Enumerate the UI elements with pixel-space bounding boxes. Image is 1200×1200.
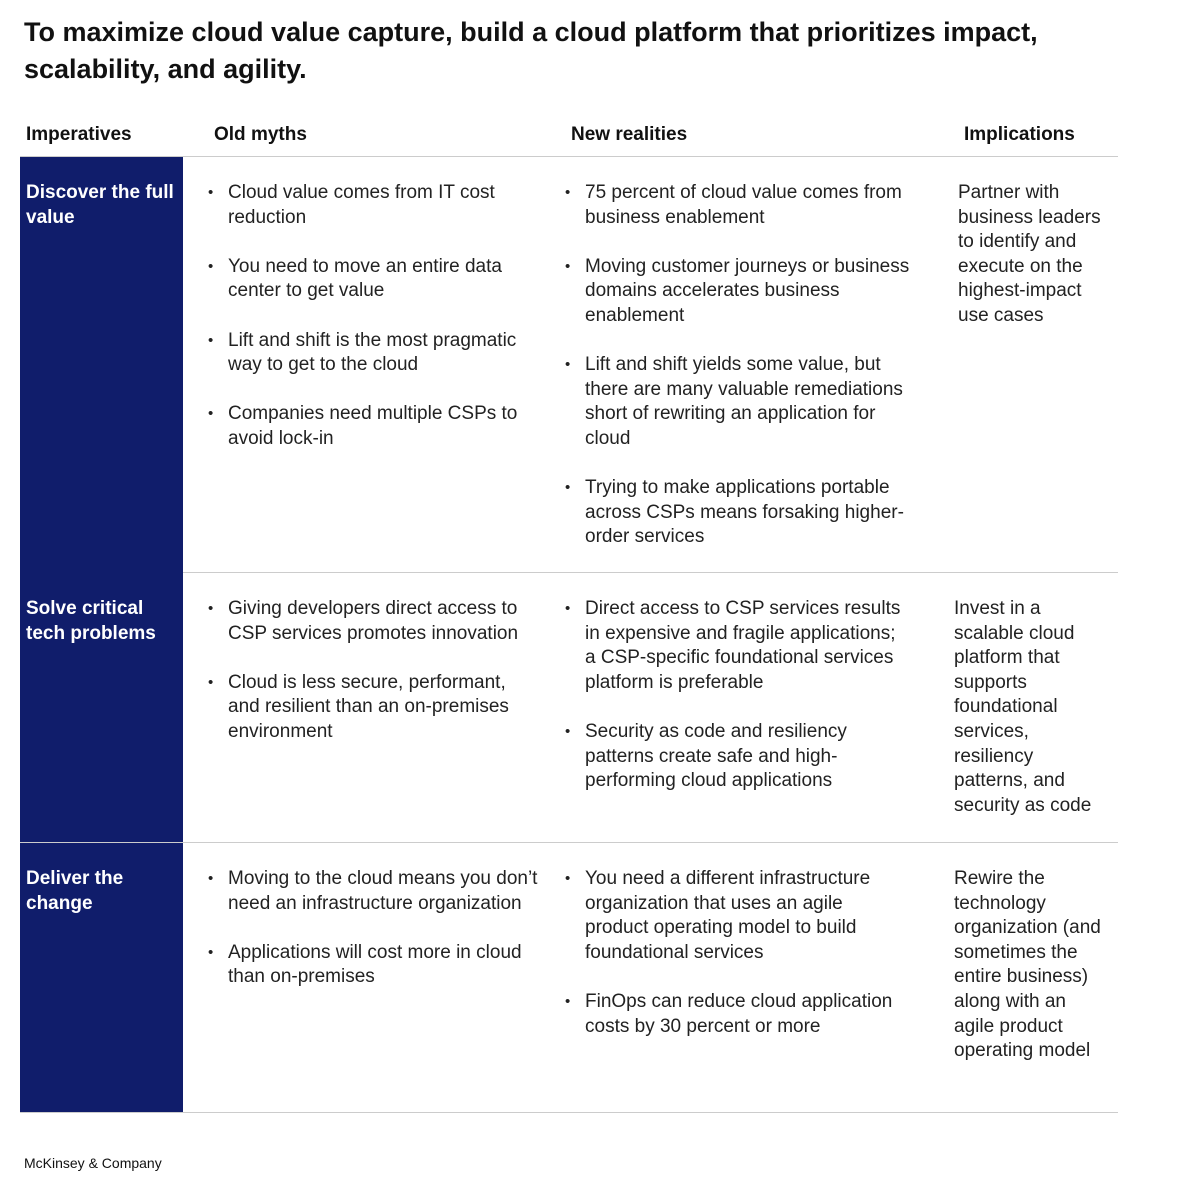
- reality: Security as code and resiliency patterns…: [565, 720, 910, 794]
- myth: Giving developers direct access to CSP s…: [208, 597, 538, 646]
- reality: You need a different infrastructure orga…: [565, 867, 910, 965]
- spacer: [183, 843, 208, 1112]
- old-myths: Cloud value comes from IT cost reduction…: [208, 157, 565, 575]
- header-row: Imperatives Old myths New realities Implica…: [20, 118, 1118, 157]
- implication: Invest in a scalable cloud platform that…: [954, 598, 1092, 816]
- reality: Direct access to CSP services results in…: [565, 597, 910, 695]
- old-myths: Moving to the cloud means you don’t need…: [208, 843, 565, 1112]
- reality: Trying to make applications portable acr…: [565, 476, 910, 550]
- implication: Rewire the technology organization (and …: [954, 868, 1101, 1062]
- column-header: New realities: [571, 124, 688, 145]
- spacer: [183, 573, 208, 842]
- old-myths: Giving developers direct access to CSP s…: [208, 573, 565, 842]
- myth: You need to move an entire data center t…: [208, 255, 538, 304]
- myth: Applications will cost more in cloud tha…: [208, 941, 538, 990]
- title: To maximize cloud value capture, build a…: [24, 17, 1038, 84]
- table-row: Deliver the change Moving to the cloud me…: [20, 843, 1118, 1113]
- myth: Cloud value comes from IT cost reduction: [208, 181, 538, 230]
- column-header: Old myths: [214, 124, 307, 145]
- new-realities: You need a different infrastructure orga…: [565, 843, 958, 1112]
- implication: Partner with business leaders to identif…: [958, 182, 1101, 326]
- reality: 75 percent of cloud value comes from bus…: [565, 181, 910, 230]
- footer: McKinsey & Company: [24, 1155, 162, 1171]
- myth: Lift and shift is the most pragmatic way…: [208, 329, 538, 378]
- imperative: Solve critical tech problems: [20, 573, 183, 842]
- myth: Moving to the cloud means you don’t need…: [208, 867, 538, 916]
- new-realities: 75 percent of cloud value comes from bus…: [565, 157, 958, 575]
- new-realities: Direct access to CSP services results in…: [565, 573, 958, 842]
- column-header: Imperatives: [26, 124, 132, 145]
- reality: Moving customer journeys or business dom…: [565, 255, 910, 329]
- column-header: Implications: [964, 124, 1075, 145]
- table-row: Discover the full valueCloud value comes…: [20, 157, 1118, 575]
- myth: Cloud is less secure, performant, and re…: [208, 671, 538, 745]
- reality: Lift and shift yields some value, but th…: [565, 353, 910, 451]
- imperative: Deliver the change: [20, 843, 183, 1112]
- table: Imperatives Old myths New realities Implica…: [20, 118, 1118, 1113]
- reality: FinOps can reduce cloud application cost…: [565, 990, 910, 1039]
- spacer: [183, 157, 208, 575]
- table-row: Solve critical tech problems Giving devel…: [20, 573, 1118, 843]
- myth: Companies need multiple CSPs to avoid lo…: [208, 402, 538, 451]
- imperative: Discover the full value: [20, 157, 183, 575]
